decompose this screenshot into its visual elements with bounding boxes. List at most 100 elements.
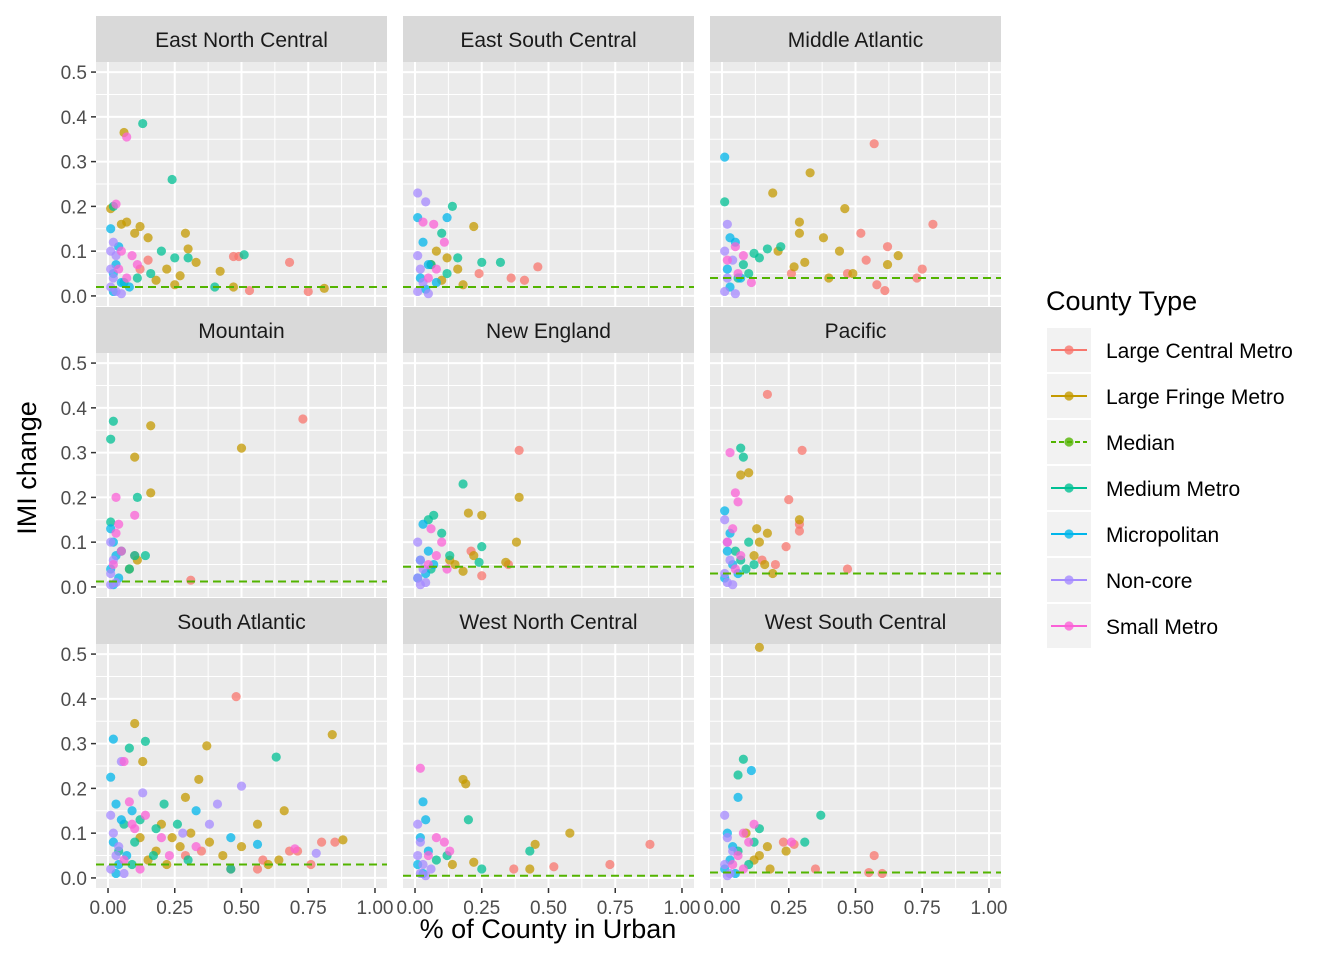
data-point [431, 277, 441, 288]
data-point [722, 255, 732, 265]
facet-panels: East North Central0.00.10.20.30.40.5East… [61, 16, 1007, 919]
data-point [114, 519, 124, 529]
data-point [736, 443, 746, 453]
data-point [605, 859, 615, 870]
data-point [730, 289, 740, 299]
data-point [116, 246, 126, 256]
facet-strip-label: West North Central [459, 611, 637, 634]
data-point [733, 792, 743, 802]
data-point [135, 864, 145, 874]
data-point [180, 792, 191, 802]
data-point [311, 848, 321, 858]
data-point [805, 168, 815, 178]
data-point [114, 264, 124, 274]
data-point [156, 246, 167, 256]
data-point [252, 819, 263, 829]
data-point [869, 139, 879, 149]
data-point [183, 253, 193, 263]
data-point [418, 217, 428, 227]
data-point [106, 537, 116, 547]
data-point [130, 550, 140, 561]
data-point [880, 285, 890, 296]
data-point [330, 837, 340, 847]
data-point [565, 828, 575, 838]
data-point [749, 819, 759, 829]
data-point [431, 550, 441, 561]
data-point [212, 799, 223, 809]
data-point [738, 864, 748, 874]
facet-strip-label: Mountain [198, 320, 284, 343]
data-point [423, 273, 433, 283]
data-point [762, 244, 772, 254]
data-point [741, 564, 751, 574]
data-point [722, 546, 732, 556]
data-point [127, 859, 137, 870]
data-point [127, 819, 137, 829]
data-point [140, 736, 150, 746]
data-point [279, 806, 289, 816]
data-point [738, 754, 748, 764]
x-tick-label: 1.00 [356, 898, 393, 919]
data-point [506, 273, 516, 283]
data-point [469, 857, 479, 867]
legend-label: Non-core [1106, 570, 1192, 593]
data-point [418, 859, 428, 870]
data-point [167, 833, 177, 843]
data-point [725, 555, 735, 565]
x-tick-label: 1.00 [970, 898, 1007, 919]
facet-strip [403, 598, 694, 644]
data-point [151, 824, 161, 834]
data-point [151, 275, 161, 285]
data-point [138, 756, 148, 767]
data-point [445, 550, 455, 561]
facet-panel: West North Central 0.00 0.25 0.50 0.75 1.00 [397, 598, 700, 919]
facet-panel: Middle Atlantic [710, 16, 1001, 306]
data-point [856, 228, 866, 238]
data-point [752, 524, 762, 534]
data-point [421, 815, 431, 825]
data-point [477, 510, 487, 520]
data-point [124, 564, 134, 574]
x-tick-label: 0.25 [463, 898, 500, 919]
data-point [130, 718, 140, 729]
y-tick-label: 0.4 [61, 108, 88, 129]
data-point [180, 228, 191, 238]
data-point [511, 537, 522, 547]
facet-strip-label: West South Central [765, 611, 947, 634]
data-point [111, 799, 121, 809]
data-point [183, 244, 193, 254]
legend-item: Large Fringe Metro [1047, 374, 1285, 418]
data-point [720, 859, 730, 870]
data-point [768, 568, 778, 579]
facet-strip [96, 307, 387, 353]
data-point [135, 221, 145, 232]
data-point [124, 743, 134, 753]
data-point [252, 864, 263, 874]
data-point [108, 416, 118, 426]
legend-item: Medium Metro [1047, 466, 1240, 510]
data-point [338, 835, 348, 845]
data-point [789, 262, 799, 272]
data-point [800, 257, 810, 267]
facet-strip [403, 16, 694, 62]
data-point [303, 286, 313, 297]
data-point [327, 730, 337, 740]
x-tick-label: 0.25 [770, 898, 807, 919]
data-point [186, 575, 196, 585]
x-tick-label: 0.00 [397, 898, 434, 919]
data-point [116, 546, 126, 556]
data-point [810, 864, 821, 874]
data-point [146, 421, 156, 431]
data-point [514, 445, 524, 455]
x-tick-label: 0.50 [223, 898, 260, 919]
x-tick-label: 0.75 [597, 898, 634, 919]
data-point [122, 273, 132, 283]
data-point [439, 237, 449, 247]
data-point [132, 492, 142, 502]
data-point [146, 268, 156, 279]
data-point [111, 850, 121, 861]
data-point [754, 537, 764, 547]
legend-key-point [1064, 621, 1074, 631]
data-point [106, 864, 116, 874]
data-point [426, 864, 436, 874]
